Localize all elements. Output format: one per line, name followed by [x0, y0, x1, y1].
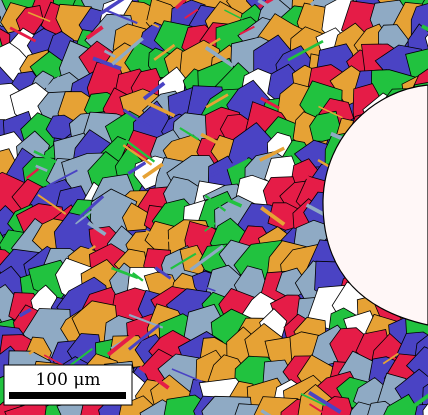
twin-lamella — [260, 206, 286, 226]
twin-lamella — [142, 162, 164, 180]
twin-lamella — [198, 284, 216, 292]
grain — [0, 15, 2, 22]
twin-lamella — [208, 37, 221, 47]
twin-lamella — [302, 173, 321, 187]
twin-lamella — [239, 25, 255, 36]
twin-lamella — [74, 202, 104, 225]
twin-lamella — [138, 365, 170, 390]
twin-lamella — [127, 161, 147, 175]
twin-lamella — [200, 132, 223, 147]
scale-bar: 100 μm — [3, 364, 133, 406]
twin-lamella — [124, 139, 156, 163]
twin-lamella — [92, 56, 122, 71]
twin-lamella — [257, 0, 273, 11]
grain — [15, 5, 44, 35]
twin-lamella — [106, 327, 143, 357]
twin-lamella — [179, 127, 199, 141]
twin-lamella — [122, 108, 154, 131]
twin-lamella — [9, 26, 37, 43]
twin-lamella — [111, 36, 144, 66]
twin-lamella — [171, 368, 203, 383]
twin-lamella — [268, 53, 280, 64]
grain — [45, 114, 75, 140]
twin-lamella — [184, 8, 199, 20]
twin-lamella — [307, 390, 342, 414]
twin-lamella — [140, 98, 176, 118]
twin-lamella — [309, 0, 320, 7]
twin-lamella — [259, 146, 285, 162]
twin-lamella — [77, 245, 97, 259]
twin-lamella — [128, 11, 160, 28]
twin-lamella — [37, 193, 67, 215]
twin-lamella — [318, 105, 343, 119]
twin-lamella — [122, 144, 153, 166]
twin-lamella — [300, 392, 326, 407]
twin-lamella — [170, 252, 197, 270]
twin-lamella — [111, 266, 139, 280]
twin-lamella — [33, 150, 57, 164]
twin-lamella — [287, 40, 324, 62]
twin-lamella — [204, 222, 216, 232]
twin-lamella — [308, 403, 329, 415]
twin-lamella — [145, 230, 175, 244]
twin-lamella — [103, 49, 116, 59]
twin-lamella — [45, 76, 61, 90]
grain — [424, 34, 428, 49]
twin-lamella — [132, 272, 144, 282]
twin-lamella — [18, 307, 32, 318]
twin-lamella — [27, 11, 51, 23]
grain — [422, 402, 428, 415]
twin-lamella — [142, 81, 166, 101]
twin-lamella — [72, 195, 105, 225]
twin-lamella — [46, 169, 78, 188]
twin-lamella — [28, 343, 43, 355]
twin-lamella — [85, 25, 104, 40]
twin-lamella — [403, 393, 428, 415]
twin-lamella — [382, 352, 399, 365]
twin-lamella — [210, 156, 248, 177]
twin-lamella — [205, 93, 229, 109]
twin-lamella — [174, 0, 188, 10]
twin-lamella — [87, 221, 107, 237]
twin-lamella — [25, 167, 40, 180]
twin-lamella — [35, 164, 48, 173]
circular-hole — [322, 84, 428, 326]
twin-lamella — [224, 9, 243, 20]
twin-lamella — [132, 92, 151, 103]
twin-lamella — [127, 323, 161, 351]
twin-lamella — [260, 96, 280, 110]
twin-lamella — [204, 194, 227, 212]
twin-lamella — [93, 0, 125, 19]
twin-lamella — [104, 9, 138, 25]
twin-lamella — [221, 196, 243, 208]
scale-bar-line — [9, 392, 126, 399]
twin-lamella — [154, 266, 172, 280]
scale-bar-label: 100 μm — [35, 370, 100, 390]
twin-lamella — [153, 43, 176, 61]
twin-lamella — [204, 46, 235, 68]
twin-lamella — [379, 75, 397, 85]
twin-lamella — [155, 410, 164, 415]
twin-lamella — [189, 244, 224, 272]
